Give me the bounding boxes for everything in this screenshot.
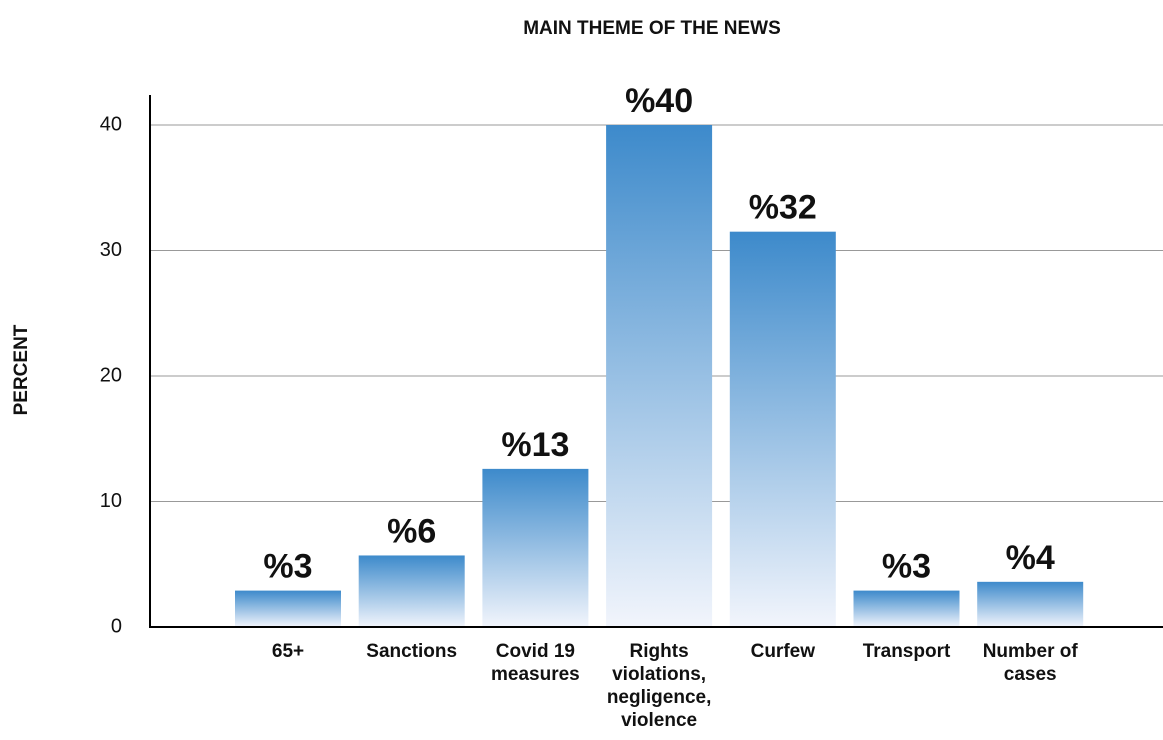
bar [482, 468, 589, 627]
x-tick-label: Rights violations, negligence, violence [606, 641, 712, 731]
bar [853, 590, 960, 627]
bar [235, 590, 341, 627]
x-tick-label: Transport [862, 641, 951, 662]
y-axis-title: PERCENT [11, 324, 32, 415]
chart-title: MAIN THEME OF THE NEWS [523, 18, 781, 39]
bar [977, 581, 1084, 627]
value-label: %40 [625, 82, 693, 120]
y-tick-label: 40 [100, 113, 122, 135]
x-tick-label: Curfew [750, 641, 815, 662]
x-tick-label: Sanctions [366, 641, 458, 662]
x-tick-label: 65+ [271, 641, 305, 662]
x-tick-label: Covid 19 measures [491, 641, 580, 685]
bar [606, 125, 713, 627]
bar [358, 555, 465, 627]
value-label: %3 [263, 548, 312, 586]
value-label: %4 [1006, 539, 1055, 577]
value-label: %6 [387, 512, 436, 550]
y-tick-label: 0 [111, 615, 122, 637]
value-label: %32 [749, 189, 817, 227]
y-tick-label: 10 [100, 490, 122, 512]
y-tick-label: 30 [100, 239, 122, 261]
value-label: %13 [501, 426, 569, 464]
y-tick-label: 20 [100, 364, 122, 386]
value-label: %3 [882, 548, 931, 586]
x-tick-label: Number of cases [982, 641, 1078, 685]
bar [729, 231, 836, 628]
